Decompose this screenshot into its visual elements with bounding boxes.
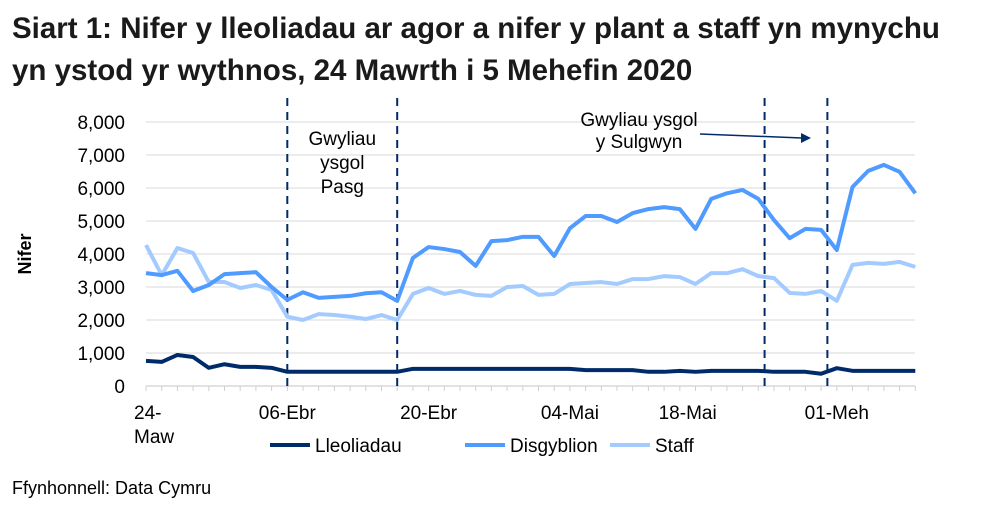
source-note: Ffynhonnell: Data Cymru bbox=[12, 478, 212, 498]
x-tick-label: 01-Meh bbox=[805, 403, 869, 424]
x-tick-label-line: 20-Ebr bbox=[400, 403, 458, 424]
annotation-easter-holiday-line: Gwyliau bbox=[308, 129, 376, 150]
annotation-whitsun-holiday-line: Gwyliau ysgol bbox=[580, 110, 697, 131]
x-tick-label-line: 06-Ebr bbox=[259, 403, 317, 424]
x-tick-label-line: 01-Meh bbox=[805, 403, 869, 424]
x-tick-label-line: 04-Mai bbox=[541, 403, 599, 424]
x-tick-label: 18-Mai bbox=[659, 403, 717, 424]
arrow-head-icon bbox=[801, 133, 811, 143]
y-tick-label: 3,000 bbox=[77, 278, 125, 299]
y-tick-label: 0 bbox=[114, 377, 125, 398]
y-tick-label: 1,000 bbox=[77, 344, 125, 365]
y-tick-label: 7,000 bbox=[77, 146, 125, 167]
y-tick-label: 2,000 bbox=[77, 311, 125, 332]
annotation-easter-holiday: Gwyliau ysgol Pasg bbox=[308, 129, 376, 198]
series-line-lleoliadau bbox=[145, 352, 916, 376]
annotation-easter-holiday-line: ysgol bbox=[320, 153, 364, 174]
x-tick-label: 24- Maw bbox=[134, 403, 174, 448]
series-line-disgyblion bbox=[145, 162, 917, 303]
annotation-arrow bbox=[699, 133, 803, 139]
x-tick-label-line: 24- bbox=[134, 403, 161, 424]
chart-title: Siart 1: Nifer y lleoliadau ar agor a ni… bbox=[12, 12, 940, 87]
legend-label-disgyblion: Disgyblion bbox=[510, 436, 598, 457]
x-tick-label: 06-Ebr bbox=[259, 403, 317, 424]
y-tick-label: 8,000 bbox=[77, 113, 125, 134]
x-tick-label: 20-Ebr bbox=[400, 403, 458, 424]
x-tick-label-line: Maw bbox=[134, 427, 174, 448]
legend-label-staff: Staff bbox=[655, 436, 694, 457]
x-tick-label-line: 18-Mai bbox=[659, 403, 717, 424]
y-tick-label: 6,000 bbox=[77, 179, 125, 200]
y-tick-label: 5,000 bbox=[77, 212, 125, 233]
x-tick-label: 04-Mai bbox=[541, 403, 599, 424]
annotation-whitsun-holiday-line: y Sulgwyn bbox=[596, 132, 683, 153]
legend-label-lleoliadau: Lleoliadau bbox=[315, 436, 402, 457]
annotation-easter-holiday-line: Pasg bbox=[321, 177, 364, 198]
y-axis-label: Nifer bbox=[15, 233, 35, 274]
annotation-whitsun-holiday: Gwyliau ysgol y Sulgwyn bbox=[580, 110, 697, 153]
y-tick-label: 4,000 bbox=[77, 245, 125, 266]
series-line-staff bbox=[144, 244, 916, 322]
